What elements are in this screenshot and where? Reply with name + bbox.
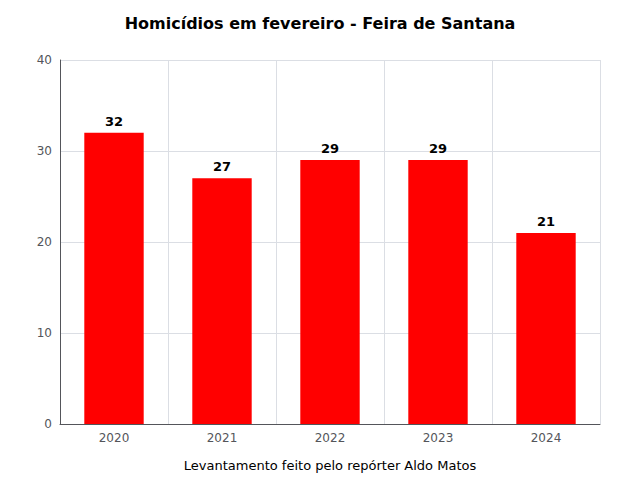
svg-text:2022: 2022 xyxy=(315,431,346,445)
svg-text:21: 21 xyxy=(537,214,555,229)
svg-text:0: 0 xyxy=(44,417,52,431)
svg-text:Homicídios em fevereiro - Feir: Homicídios em fevereiro - Feira de Santa… xyxy=(125,14,516,33)
svg-text:Levantamento feito pelo repórt: Levantamento feito pelo repórter Aldo Ma… xyxy=(184,458,477,473)
svg-text:30: 30 xyxy=(37,144,52,158)
svg-text:32: 32 xyxy=(105,114,123,129)
svg-text:27: 27 xyxy=(213,159,231,174)
svg-text:2023: 2023 xyxy=(423,431,454,445)
svg-text:10: 10 xyxy=(37,326,52,340)
svg-text:20: 20 xyxy=(37,235,52,249)
svg-text:29: 29 xyxy=(429,141,447,156)
svg-text:2021: 2021 xyxy=(207,431,238,445)
svg-text:29: 29 xyxy=(321,141,339,156)
svg-text:2020: 2020 xyxy=(99,431,130,445)
svg-text:2024: 2024 xyxy=(531,431,562,445)
svg-text:40: 40 xyxy=(37,53,52,67)
